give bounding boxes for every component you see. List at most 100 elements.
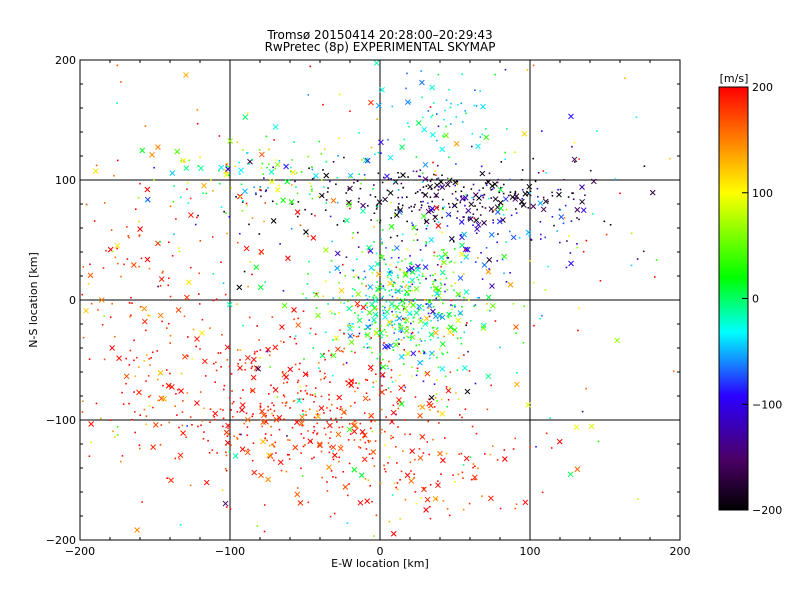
data-point-dot bbox=[116, 102, 118, 105]
data-point-dot bbox=[196, 109, 199, 111]
data-point-dot bbox=[335, 183, 337, 186]
cross-stroke bbox=[258, 248, 265, 255]
data-point-dot bbox=[285, 402, 287, 404]
data-point-cross bbox=[447, 329, 453, 335]
data-point-dot bbox=[338, 460, 340, 463]
data-point-dot bbox=[462, 477, 464, 479]
data-point-dot bbox=[352, 232, 354, 234]
data-point-dot bbox=[252, 389, 255, 391]
cross-stroke bbox=[537, 200, 544, 206]
data-point-cross bbox=[485, 373, 492, 380]
cross-stroke bbox=[294, 419, 300, 426]
data-point-dot bbox=[426, 441, 429, 443]
cross-stroke bbox=[488, 206, 495, 212]
data-point-cross bbox=[402, 272, 409, 278]
data-point-cross bbox=[194, 400, 200, 406]
data-point-dot bbox=[433, 406, 436, 408]
data-point-dot bbox=[551, 194, 554, 197]
data-point-dot bbox=[397, 402, 399, 405]
data-point-dot bbox=[422, 380, 425, 383]
data-point-dot bbox=[358, 173, 360, 176]
data-point-dot bbox=[297, 379, 300, 382]
data-point-cross bbox=[251, 469, 258, 476]
data-point-dot bbox=[366, 204, 369, 207]
data-point-cross bbox=[429, 131, 436, 138]
data-point-cross bbox=[525, 229, 532, 236]
data-point-cross bbox=[242, 188, 248, 195]
chart-title: Tromsø 20150414 20:28:00–20:29:43 bbox=[267, 28, 493, 42]
data-point-dot bbox=[229, 508, 232, 510]
data-point-dot bbox=[254, 351, 256, 353]
cross-stroke bbox=[188, 212, 194, 218]
cross-stroke bbox=[416, 303, 423, 310]
cross-stroke bbox=[568, 113, 574, 120]
cross-stroke bbox=[474, 226, 480, 232]
data-point-dot bbox=[496, 241, 498, 244]
data-point-dot bbox=[471, 425, 474, 428]
cross-stroke bbox=[489, 183, 496, 189]
data-point-dot bbox=[390, 217, 393, 219]
data-point-dot bbox=[261, 162, 264, 165]
data-point-cross bbox=[423, 315, 430, 322]
data-point-dot bbox=[563, 216, 566, 219]
data-point-cross bbox=[571, 156, 578, 163]
data-point-cross bbox=[296, 397, 302, 404]
data-point-dot bbox=[456, 180, 459, 183]
data-point-dot bbox=[404, 286, 407, 288]
data-point-dot bbox=[401, 204, 404, 207]
data-point-dot bbox=[539, 233, 542, 236]
data-point-dot bbox=[394, 379, 397, 382]
data-point-dot bbox=[214, 418, 216, 421]
data-point-dot bbox=[390, 369, 393, 371]
data-point-dot bbox=[127, 235, 130, 237]
data-point-dot bbox=[414, 491, 417, 493]
data-point-dot bbox=[225, 506, 228, 508]
data-point-dot bbox=[372, 296, 374, 299]
data-point-dot bbox=[123, 263, 125, 266]
data-point-cross bbox=[374, 261, 381, 267]
data-point-dot bbox=[499, 507, 502, 510]
data-point-dot bbox=[139, 305, 142, 308]
data-point-dot bbox=[332, 419, 334, 422]
cross-stroke bbox=[465, 207, 472, 214]
data-point-dot bbox=[327, 442, 330, 444]
data-point-cross bbox=[438, 254, 445, 261]
data-point-dot bbox=[439, 278, 442, 281]
colorbar-tick-label: 100 bbox=[752, 187, 773, 200]
data-point-cross bbox=[270, 217, 277, 224]
data-point-cross bbox=[417, 455, 424, 461]
data-point-cross bbox=[475, 143, 481, 150]
data-point-cross bbox=[272, 387, 279, 393]
data-point-cross bbox=[225, 166, 231, 173]
data-point-dot bbox=[444, 375, 447, 378]
data-point-dot bbox=[364, 333, 367, 336]
data-point-dot bbox=[394, 319, 397, 322]
data-point-dot bbox=[394, 209, 397, 211]
data-point-cross bbox=[244, 449, 251, 456]
data-point-dot bbox=[174, 405, 177, 408]
data-point-cross bbox=[268, 169, 275, 175]
cross-stroke bbox=[323, 172, 330, 179]
data-point-cross bbox=[218, 164, 225, 171]
data-point-dot bbox=[314, 333, 317, 336]
data-point-dot bbox=[412, 328, 415, 330]
data-point-dot bbox=[454, 304, 456, 306]
data-point-dot bbox=[565, 266, 568, 269]
data-point-cross bbox=[540, 206, 547, 213]
data-point-dot bbox=[353, 178, 355, 181]
data-point-cross bbox=[361, 432, 368, 438]
data-point-dot bbox=[465, 324, 467, 327]
data-point-dot bbox=[420, 327, 423, 330]
data-point-dot bbox=[398, 302, 400, 305]
data-point-dot bbox=[227, 174, 230, 177]
data-point-dot bbox=[372, 381, 375, 384]
data-point-dot bbox=[371, 351, 373, 354]
data-point-dot bbox=[149, 314, 151, 317]
data-point-dot bbox=[463, 297, 466, 299]
cross-stroke bbox=[360, 202, 366, 209]
data-point-cross bbox=[323, 172, 330, 179]
data-point-dot bbox=[458, 295, 461, 298]
data-point-dot bbox=[374, 153, 376, 156]
data-point-dot bbox=[407, 285, 410, 288]
data-point-dot bbox=[409, 101, 412, 104]
